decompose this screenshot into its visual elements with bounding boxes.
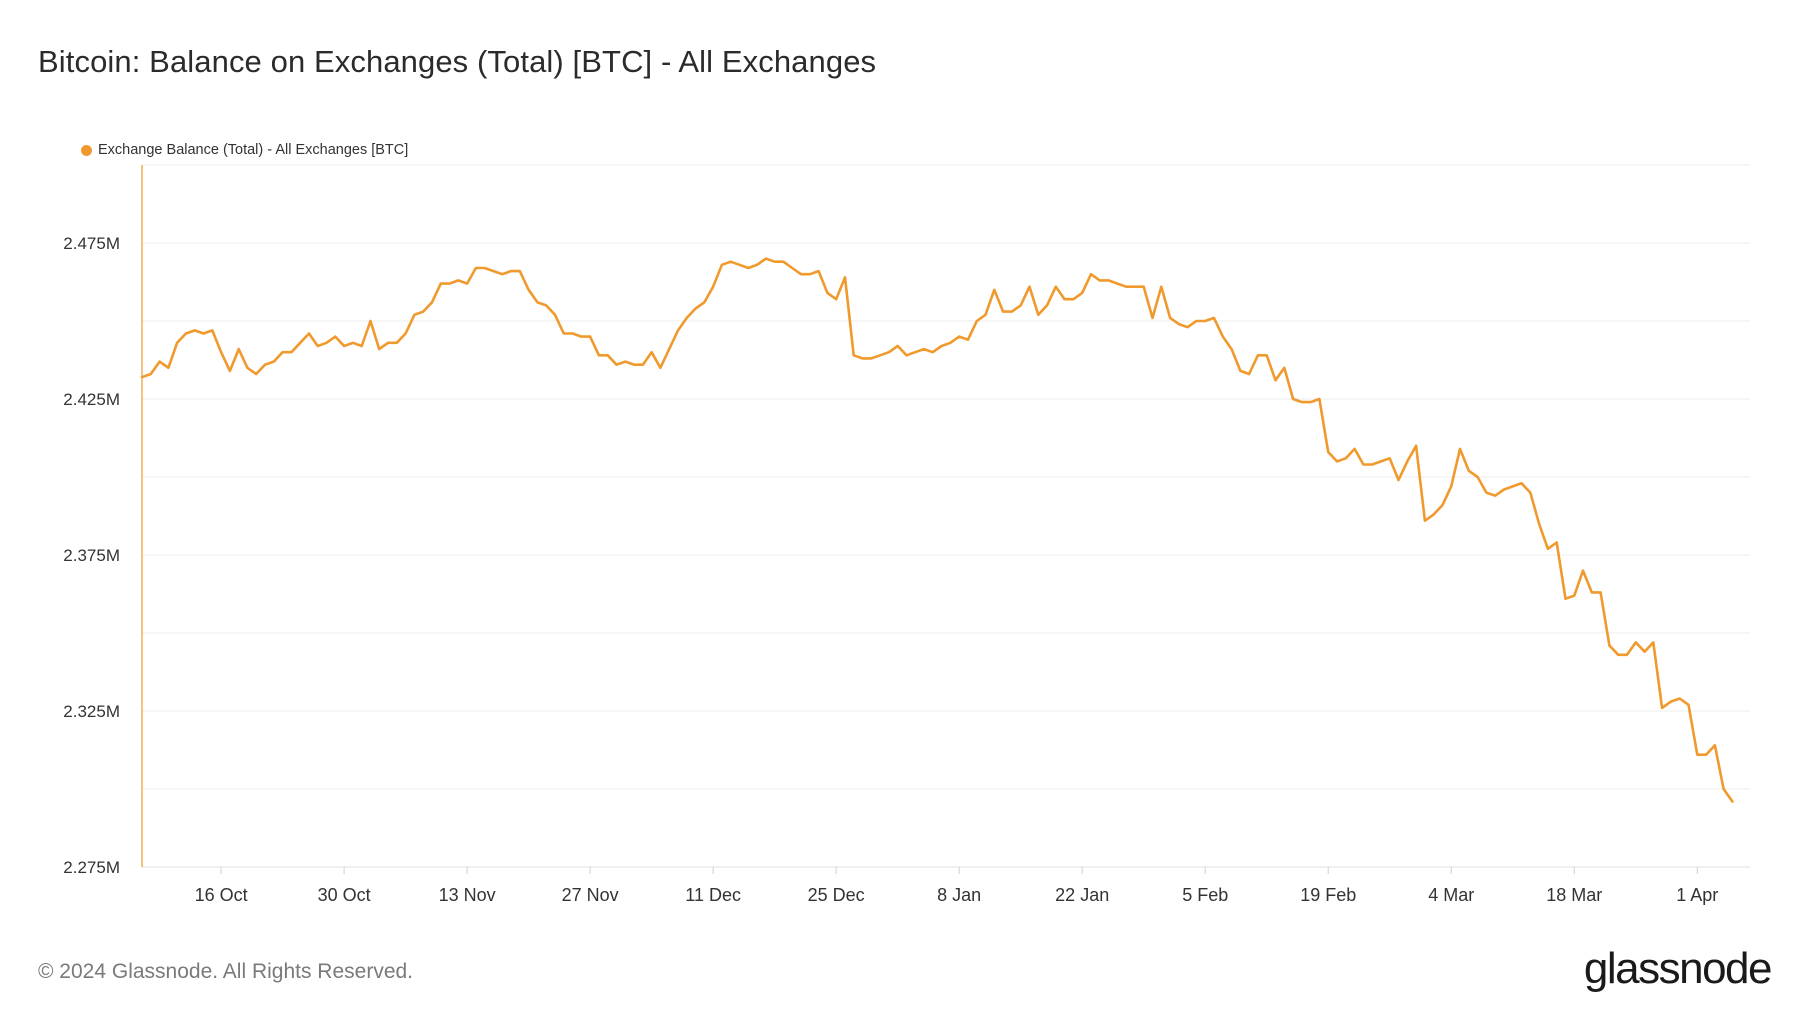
x-tick-label: 16 Oct [195,885,248,905]
chart-title: Bitcoin: Balance on Exchanges (Total) [B… [38,44,877,79]
x-tick-label: 13 Nov [439,885,496,905]
x-tick-label: 8 Jan [937,885,981,905]
y-axis-tick-labels: 2.275M 2.325M 2.375M 2.425M 2.475M [63,234,120,877]
x-tick-label: 19 Feb [1300,885,1356,905]
x-tick-label: 30 Oct [318,885,371,905]
y-tick-label: 2.425M [63,390,120,409]
y-tick-label: 2.275M [63,858,120,877]
x-tick-label: 18 Mar [1546,885,1602,905]
legend-color-dot [81,144,92,156]
x-tick-label: 27 Nov [562,885,619,905]
grid-lines [142,164,1750,790]
x-tick-label: 4 Mar [1428,885,1474,905]
chart-legend[interactable]: Exchange Balance (Total) - All Exchanges… [81,142,408,158]
y-tick-label: 2.325M [63,702,120,721]
series-line-exchange-balance[interactable] [140,257,1734,803]
x-tick-label: 1 Apr [1676,885,1718,905]
series-layer [140,257,1734,803]
x-tick-label: 22 Jan [1055,885,1109,905]
legend-series-label: Exchange Balance (Total) - All Exchanges… [98,142,409,158]
x-tick-label: 11 Dec [685,885,741,905]
y-tick-label: 2.475M [63,234,120,253]
glassnode-logo[interactable]: glassnode [1583,944,1773,993]
y-tick-label: 2.375M [63,546,120,565]
copyright-footer: © 2024 Glassnode. All Rights Reserved. [38,960,414,983]
x-tick-label: 25 Dec [808,885,865,905]
x-tick-label: 5 Feb [1182,885,1228,905]
x-axis: 16 Oct 30 Oct 13 Nov 27 Nov 11 Dec 25 Dec 8 Ja… [142,866,1750,905]
